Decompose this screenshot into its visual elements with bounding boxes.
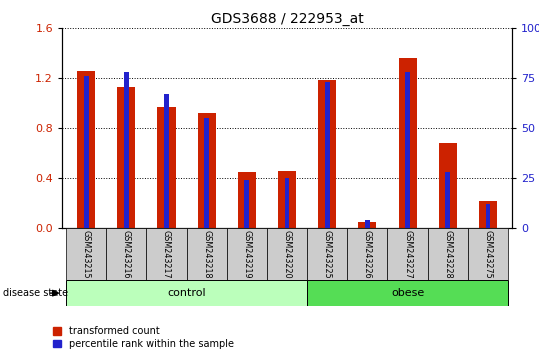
Text: control: control: [167, 288, 206, 298]
Bar: [388, 228, 427, 280]
Bar: [106, 228, 147, 280]
Bar: [186, 228, 227, 280]
Bar: [285, 178, 289, 228]
Bar: [267, 228, 307, 280]
Text: GSM243218: GSM243218: [202, 230, 211, 278]
Bar: [405, 72, 410, 228]
Bar: [398, 58, 417, 228]
Bar: [244, 180, 249, 228]
Bar: [358, 222, 376, 228]
Bar: [157, 107, 176, 228]
Text: obese: obese: [391, 288, 424, 298]
Bar: [204, 118, 209, 228]
Text: GSM243227: GSM243227: [403, 230, 412, 278]
Text: GSM243220: GSM243220: [282, 230, 292, 278]
Text: disease state: disease state: [3, 288, 68, 298]
Text: GSM243215: GSM243215: [81, 230, 91, 278]
Bar: [479, 201, 497, 228]
Bar: [118, 87, 135, 228]
Bar: [278, 171, 296, 228]
Bar: [198, 113, 216, 228]
Bar: [66, 280, 307, 306]
Bar: [66, 228, 106, 280]
Bar: [307, 280, 508, 306]
Text: GSM243216: GSM243216: [122, 230, 131, 278]
Bar: [318, 80, 336, 228]
Legend: transformed count, percentile rank within the sample: transformed count, percentile rank withi…: [53, 326, 234, 349]
Text: GSM243225: GSM243225: [323, 230, 331, 278]
Bar: [439, 143, 457, 228]
Text: GSM243228: GSM243228: [443, 230, 452, 278]
Bar: [124, 72, 129, 228]
Bar: [427, 228, 468, 280]
Title: GDS3688 / 222953_at: GDS3688 / 222953_at: [211, 12, 363, 26]
Bar: [77, 71, 95, 228]
Bar: [365, 220, 370, 228]
Text: GSM243217: GSM243217: [162, 230, 171, 278]
Text: GSM243226: GSM243226: [363, 230, 372, 278]
Bar: [325, 82, 330, 228]
Bar: [445, 172, 450, 228]
Bar: [164, 94, 169, 228]
Bar: [147, 228, 186, 280]
Bar: [84, 76, 88, 228]
Bar: [347, 228, 388, 280]
Bar: [238, 172, 256, 228]
Bar: [227, 228, 267, 280]
Bar: [486, 204, 490, 228]
Text: GSM243219: GSM243219: [243, 230, 251, 278]
Bar: [468, 228, 508, 280]
Text: GSM243275: GSM243275: [483, 230, 493, 278]
Bar: [307, 228, 347, 280]
